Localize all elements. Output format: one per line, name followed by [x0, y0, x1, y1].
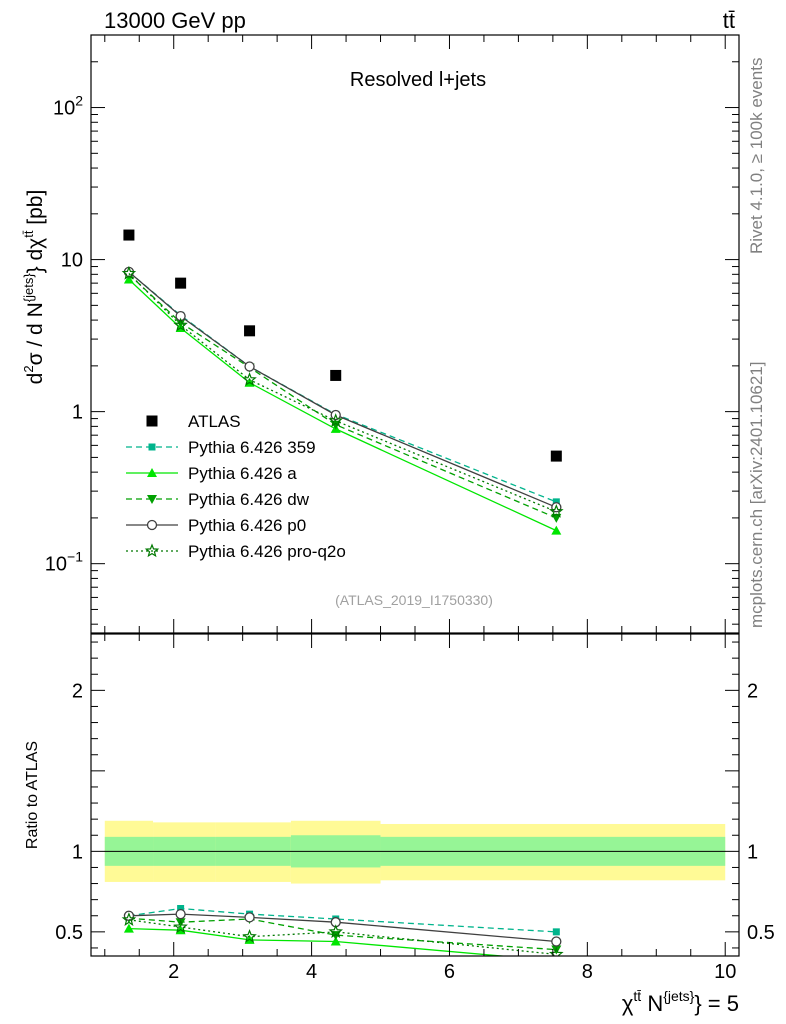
x-axis-label-part: tt̄	[633, 988, 641, 1004]
data-point-pq2o	[549, 503, 564, 518]
main-y-axis-label-part: [pb]	[24, 190, 47, 231]
data-point-pp0	[244, 361, 255, 372]
ratio-series-pa	[123, 923, 557, 956]
legend-label-pdw: Pythia 6.426 dw	[188, 490, 310, 509]
legend-marker-p359	[148, 443, 156, 451]
ratio-series-pdw	[123, 914, 562, 955]
data-point-atlas	[330, 369, 342, 381]
ratio-line-p359	[128, 907, 557, 933]
legend-label-p359: Pythia 6.426 359	[188, 438, 316, 457]
x-axis-label-part: χ	[622, 991, 634, 1016]
data-point-atlas	[123, 229, 135, 241]
data-point-atlas	[175, 277, 187, 289]
main-y-axis-label-part: tt̄	[21, 230, 36, 238]
ratio-point-pdw	[175, 918, 186, 928]
legend-marker-pq2o	[144, 543, 160, 558]
data-point-atlas	[244, 325, 256, 337]
mcplots-label: mcplots.cern.ch [arXiv:2401.10621]	[747, 362, 766, 628]
main-y-axis-label: d2σ / d N{jets}} dχtt̄ [pb]	[21, 190, 47, 385]
legend-label-pp0: Pythia 6.426 p0	[188, 516, 306, 535]
x-axis-label-part: } = 5	[694, 991, 739, 1016]
ratio-point-pq2o	[173, 919, 188, 934]
ratio-point-p359	[177, 905, 185, 913]
x-axis-label-part: N	[641, 991, 663, 1016]
ratio-y-tick-label-right: 1	[747, 841, 758, 863]
ratio-point-pq2o	[121, 912, 137, 926]
ratio-line-pq2o	[128, 919, 557, 956]
legend-marker-pdw	[147, 495, 157, 504]
data-point-pq2o	[242, 372, 257, 386]
main-y-axis-label-part: 2	[21, 365, 36, 372]
main-y-tick-label: 1	[72, 402, 83, 424]
ratio-point-pq2o	[242, 929, 257, 943]
main-y-tick-label-base: 10	[53, 98, 75, 120]
ratio-series-pq2o	[121, 912, 564, 956]
main-y-tick-label: 10−1	[45, 549, 83, 576]
main-y-axis-label-part: σ / d N	[24, 302, 47, 365]
ratio-y-tick-label: 1	[72, 841, 83, 863]
main-y-axis-label-part: {jets}	[21, 273, 36, 303]
ratio-point-pq2o	[549, 946, 564, 956]
legend-marker-pp0	[146, 519, 158, 531]
data-point-atlas	[550, 450, 562, 462]
ratio-point-pa	[123, 923, 134, 933]
main-y-tick-label-base: 10	[45, 554, 67, 576]
series-pq2o	[121, 265, 564, 518]
main-y-tick-label: 102	[53, 93, 83, 120]
ratio-point-pq2o	[328, 924, 343, 939]
plot-title: Resolved l+jets	[350, 69, 486, 91]
data-point-pq2o	[121, 265, 137, 280]
x-tick-label: 4	[306, 961, 317, 983]
rivet-version-label: Rivet 4.1.0, ≥ 100k events	[747, 58, 766, 254]
main-y-tick-label-exp: 2	[75, 93, 83, 109]
ratio-point-pp0	[551, 936, 562, 947]
legend-marker-atlas	[146, 415, 158, 427]
ratio-y-axis-label: Ratio to ATLAS	[24, 741, 41, 849]
process-label: tt̄	[723, 8, 735, 33]
ratio-series-p359	[125, 905, 560, 936]
series-atlas	[123, 229, 562, 462]
ratio-point-p359	[552, 928, 560, 936]
legend-label-atlas: ATLAS	[188, 412, 241, 431]
legend-label-pq2o: Pythia 6.426 pro-q2o	[188, 542, 346, 561]
ratio-series-pp0	[123, 908, 562, 947]
ratio-y-tick-label: 2	[72, 680, 83, 702]
ratio-y-tick-label-right: 2	[747, 680, 758, 702]
series-pdw	[123, 270, 562, 523]
ratio-point-pdw	[551, 945, 562, 955]
legend: ATLAS Pythia 6.426 359 Pythia 6.426 a Pythi…	[126, 412, 346, 561]
ratio-point-pp0	[244, 912, 255, 923]
main-y-axis-label-part: } dχ	[24, 238, 47, 274]
ratio-plot: 0.5 0.5 1 1 2 2 2 4 6 8 10 Ratio to ATLAS χtt̄ N{jet…	[24, 633, 775, 1016]
x-axis-label-part: {jets}	[663, 988, 694, 1004]
series-line-pq2o	[128, 273, 557, 513]
analysis-tag: (ATLAS_2019_I1750330)	[335, 592, 493, 608]
x-tick-label: 10	[714, 961, 736, 983]
series-pp0	[123, 266, 562, 513]
main-y-axis-label-part: d	[24, 373, 47, 385]
data-point-pq2o	[173, 317, 188, 332]
data-point-pdw	[175, 318, 186, 328]
x-axis-label: χtt̄ N{jets}} = 5	[622, 988, 739, 1016]
legend-marker-pa	[147, 468, 157, 477]
ratio-y-tick-label: 0.5	[55, 922, 83, 944]
data-point-p359	[552, 498, 560, 506]
ratio-plot-frame	[90, 633, 740, 957]
main-y-tick-label: 10	[61, 250, 83, 272]
ratio-y-tick-label-right: 0.5	[747, 922, 775, 944]
main-y-tick-label-exp: −1	[67, 549, 83, 565]
ratio-point-pa	[556, 955, 557, 956]
x-tick-label: 6	[444, 961, 455, 983]
ratio-point-pa	[330, 936, 341, 946]
legend-label-pa: Pythia 6.426 a	[188, 464, 297, 483]
energy-label: 13000 GeV pp	[104, 8, 246, 33]
ratio-point-pp0	[175, 908, 186, 920]
data-point-pq2o	[328, 413, 343, 428]
data-point-pa	[551, 525, 562, 535]
x-tick-label: 8	[582, 961, 593, 983]
x-tick-label: 2	[168, 961, 179, 983]
